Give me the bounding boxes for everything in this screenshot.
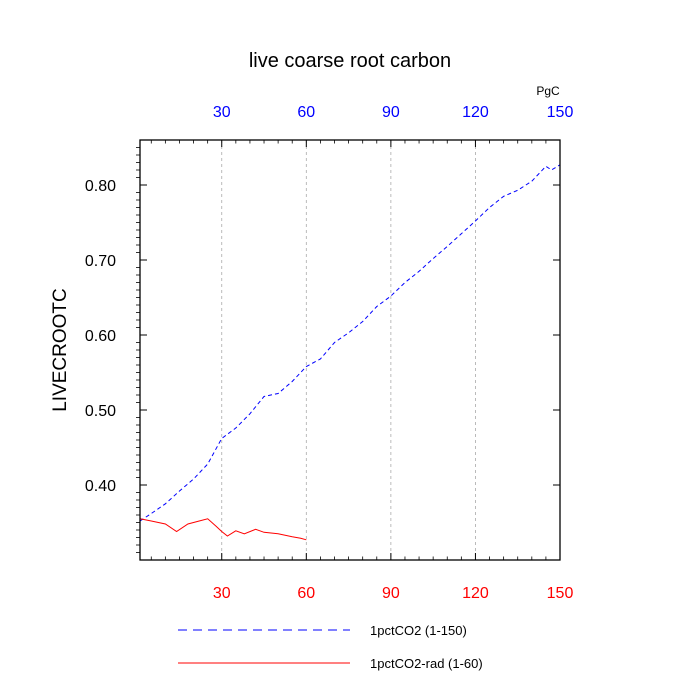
x-tick-label-bottom: 60 <box>297 585 315 602</box>
y-axis-label: LIVECROOTC <box>50 288 71 412</box>
x-tick-label-top: 30 <box>213 104 231 121</box>
axis-ticks <box>136 140 561 560</box>
top-axis-unit: PgC <box>536 84 560 98</box>
y-tick-label: 0.70 <box>85 253 116 270</box>
tick-labels: 30 60 90 120 150 30 60 90 120 150 0.40 0.50 0.60 0.70… <box>85 104 574 602</box>
x-tick-label-bottom: 120 <box>462 585 489 602</box>
x-tick-label-bottom: 30 <box>213 585 231 602</box>
y-tick-label: 0.80 <box>85 178 116 195</box>
y-tick-label: 0.40 <box>85 478 116 495</box>
plot-frame <box>139 139 561 561</box>
y-tick-label: 0.50 <box>85 403 116 420</box>
y-tick-label: 0.60 <box>85 328 116 345</box>
grid-lines <box>221 140 476 560</box>
x-tick-label-bottom: 90 <box>382 585 400 602</box>
legend-label-1pctco2: 1pctCO2 (1-150) <box>370 623 467 638</box>
legend: 1pctCO2 (1-150) 1pctCO2-rad (1-60) <box>178 623 483 671</box>
series-line-1pctco2 <box>139 164 561 522</box>
series-lines <box>139 164 561 541</box>
x-tick-label-bottom: 150 <box>547 585 574 602</box>
x-tick-label-top: 120 <box>462 104 489 121</box>
x-tick-label-top: 60 <box>297 104 315 121</box>
chart-title: live coarse root carbon <box>249 50 451 72</box>
series-line-1pctco2-rad <box>139 518 307 541</box>
legend-label-1pctco2-rad: 1pctCO2-rad (1-60) <box>370 656 483 671</box>
x-tick-label-top: 90 <box>382 104 400 121</box>
x-tick-label-top: 150 <box>547 104 574 121</box>
